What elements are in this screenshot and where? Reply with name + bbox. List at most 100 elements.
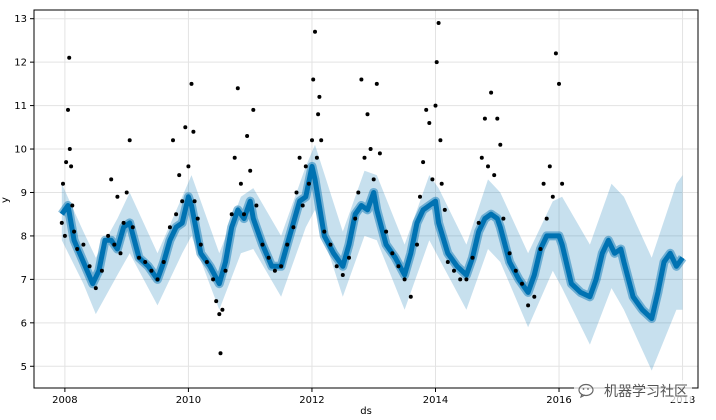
observed-point: [112, 242, 117, 247]
x-tick-label: 2012: [299, 395, 324, 406]
observed-point: [300, 203, 305, 208]
observed-point: [66, 107, 70, 112]
observed-point: [218, 351, 223, 356]
y-tick-label: 7: [21, 275, 27, 286]
observed-point: [217, 312, 222, 317]
observed-point: [314, 155, 319, 160]
observed-point: [87, 264, 92, 269]
observed-point: [479, 155, 484, 160]
observed-point: [442, 207, 447, 212]
observed-point: [365, 112, 370, 117]
watermark: 机器学习社区: [574, 380, 692, 402]
observed-point: [149, 268, 154, 273]
observed-point: [560, 181, 565, 186]
observed-point: [310, 138, 314, 143]
observed-point: [61, 181, 65, 186]
observed-point: [390, 251, 395, 256]
observed-point: [67, 55, 72, 60]
observed-point: [374, 81, 379, 86]
wechat-official-account-icon: [578, 383, 594, 399]
observed-point: [294, 190, 299, 195]
observed-point: [498, 142, 503, 147]
observed-point: [220, 307, 225, 312]
plot-frame: [33, 9, 699, 389]
observed-point: [359, 77, 364, 82]
observed-point: [211, 277, 216, 282]
observed-point: [214, 299, 219, 304]
observed-point: [272, 268, 277, 273]
observed-point: [303, 164, 308, 169]
x-tick-label: 2016: [546, 395, 571, 406]
observed-point: [198, 242, 203, 247]
observed-point: [402, 277, 407, 282]
observed-point: [538, 247, 543, 251]
observed-point: [464, 277, 469, 282]
observed-point: [93, 286, 98, 291]
watermark-text: 机器学习社区: [604, 384, 688, 400]
observed-point: [130, 225, 135, 230]
observed-point: [59, 220, 64, 225]
observed-point: [544, 216, 549, 221]
observed-point: [319, 138, 324, 143]
y-tick-label: 10: [14, 145, 27, 156]
observed-point: [486, 164, 490, 169]
observed-point: [470, 255, 475, 260]
observed-point: [189, 81, 194, 86]
observed-point: [174, 212, 179, 217]
observed-point: [191, 129, 196, 134]
observed-point: [476, 220, 481, 225]
observed-point: [183, 125, 188, 130]
observed-point: [424, 107, 429, 112]
y-axis-label: y: [0, 197, 11, 203]
observed-point: [266, 255, 271, 260]
observed-point: [99, 268, 104, 273]
observed-point: [285, 242, 290, 247]
observed-point: [127, 138, 132, 143]
observed-point: [311, 77, 316, 82]
observed-point: [279, 264, 284, 269]
observed-point: [362, 155, 367, 160]
uncertainty-band: [61, 144, 683, 371]
observed-point: [137, 255, 141, 260]
observed-point: [242, 212, 246, 217]
observed-point: [322, 229, 327, 234]
observed-point: [143, 260, 148, 264]
observed-point: [192, 199, 197, 204]
observed-points: [59, 21, 565, 356]
observed-point: [340, 273, 345, 277]
y-tick-label: 9: [21, 188, 27, 199]
observed-point: [81, 242, 86, 247]
observed-point: [204, 260, 209, 264]
grid-lines: [34, 10, 698, 388]
x-tick-label: 2014: [423, 395, 448, 406]
observed-point: [408, 294, 413, 299]
observed-point: [235, 86, 240, 91]
observed-point: [64, 160, 69, 165]
observed-point: [418, 194, 422, 199]
forecast-lines: [58, 161, 687, 323]
observed-point: [353, 216, 358, 221]
y-tick-label: 13: [14, 14, 27, 25]
observed-point: [291, 225, 296, 230]
observed-point: [553, 51, 558, 56]
observed-point: [171, 138, 175, 143]
observed-point: [254, 203, 259, 208]
y-tick-label: 6: [21, 318, 27, 329]
observed-point: [526, 303, 531, 308]
observed-point: [557, 81, 561, 86]
observed-point: [513, 268, 518, 273]
observed-point: [75, 247, 80, 251]
observed-point: [492, 173, 497, 178]
observed-point: [167, 225, 172, 230]
observed-point: [430, 177, 435, 182]
observed-point: [434, 60, 439, 65]
observed-point: [436, 21, 441, 25]
observed-point: [109, 177, 114, 182]
observed-point: [445, 260, 450, 264]
y-tick-label: 11: [14, 101, 27, 112]
x-axis-label: ds: [360, 406, 372, 417]
observed-point: [334, 264, 339, 269]
observed-point: [180, 199, 185, 204]
observed-point: [547, 164, 552, 169]
observed-point: [495, 116, 500, 121]
